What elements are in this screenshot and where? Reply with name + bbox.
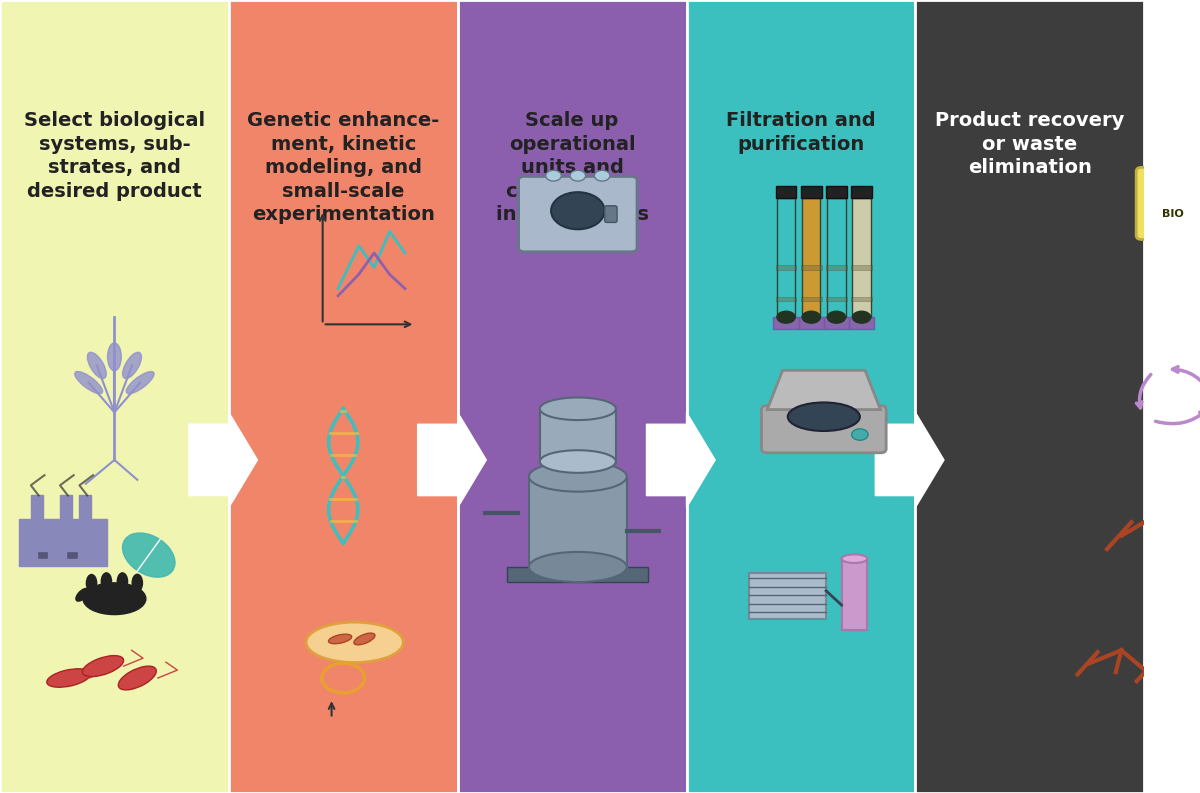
FancyBboxPatch shape bbox=[0, 0, 229, 793]
FancyBboxPatch shape bbox=[1136, 167, 1200, 239]
Circle shape bbox=[852, 429, 868, 440]
Ellipse shape bbox=[540, 397, 616, 420]
Ellipse shape bbox=[776, 312, 796, 324]
Ellipse shape bbox=[1157, 143, 1184, 174]
Ellipse shape bbox=[529, 552, 626, 582]
Ellipse shape bbox=[802, 312, 821, 324]
Ellipse shape bbox=[540, 450, 616, 473]
FancyBboxPatch shape bbox=[31, 496, 42, 519]
FancyBboxPatch shape bbox=[508, 567, 648, 582]
FancyBboxPatch shape bbox=[851, 265, 872, 270]
Ellipse shape bbox=[47, 668, 90, 688]
Text: BIO: BIO bbox=[1162, 209, 1183, 219]
FancyBboxPatch shape bbox=[826, 186, 847, 198]
FancyBboxPatch shape bbox=[800, 265, 822, 270]
Ellipse shape bbox=[83, 656, 124, 676]
Ellipse shape bbox=[1160, 150, 1189, 181]
FancyBboxPatch shape bbox=[852, 198, 871, 317]
Ellipse shape bbox=[119, 666, 156, 690]
FancyBboxPatch shape bbox=[802, 198, 821, 317]
FancyBboxPatch shape bbox=[529, 477, 626, 567]
Ellipse shape bbox=[76, 588, 89, 601]
Ellipse shape bbox=[88, 352, 107, 378]
Ellipse shape bbox=[83, 583, 146, 615]
Circle shape bbox=[570, 170, 586, 181]
FancyArrow shape bbox=[418, 412, 486, 508]
Ellipse shape bbox=[852, 312, 871, 324]
FancyBboxPatch shape bbox=[841, 558, 868, 630]
Text: Filtration and
purification: Filtration and purification bbox=[726, 111, 876, 154]
Circle shape bbox=[594, 170, 610, 181]
FancyBboxPatch shape bbox=[800, 186, 822, 198]
FancyBboxPatch shape bbox=[605, 205, 617, 223]
FancyArrow shape bbox=[647, 412, 715, 508]
FancyBboxPatch shape bbox=[749, 573, 826, 619]
Ellipse shape bbox=[122, 352, 142, 378]
FancyBboxPatch shape bbox=[518, 177, 637, 252]
FancyBboxPatch shape bbox=[851, 297, 872, 301]
Text: Genetic enhance-
ment, kinetic
modeling, and
small-scale
experimentation: Genetic enhance- ment, kinetic modeling,… bbox=[247, 111, 439, 224]
FancyBboxPatch shape bbox=[827, 198, 846, 317]
FancyBboxPatch shape bbox=[37, 551, 48, 560]
FancyBboxPatch shape bbox=[799, 317, 824, 329]
Ellipse shape bbox=[329, 634, 352, 644]
FancyBboxPatch shape bbox=[19, 519, 107, 566]
FancyBboxPatch shape bbox=[826, 297, 847, 301]
FancyBboxPatch shape bbox=[775, 297, 797, 301]
Text: Product recovery
or waste
elimination: Product recovery or waste elimination bbox=[935, 111, 1124, 177]
FancyArrow shape bbox=[188, 412, 258, 508]
FancyBboxPatch shape bbox=[79, 496, 91, 519]
Polygon shape bbox=[767, 370, 881, 409]
Ellipse shape bbox=[101, 573, 112, 590]
Ellipse shape bbox=[827, 312, 846, 324]
FancyBboxPatch shape bbox=[851, 186, 872, 198]
FancyBboxPatch shape bbox=[60, 496, 72, 519]
FancyBboxPatch shape bbox=[916, 0, 1145, 793]
Ellipse shape bbox=[1145, 141, 1180, 170]
FancyBboxPatch shape bbox=[775, 265, 797, 270]
Ellipse shape bbox=[132, 574, 143, 592]
Ellipse shape bbox=[551, 192, 605, 229]
Ellipse shape bbox=[787, 403, 860, 431]
FancyBboxPatch shape bbox=[66, 551, 78, 560]
FancyBboxPatch shape bbox=[540, 409, 616, 462]
Ellipse shape bbox=[529, 462, 626, 492]
Ellipse shape bbox=[108, 343, 121, 371]
FancyBboxPatch shape bbox=[762, 406, 886, 453]
Ellipse shape bbox=[354, 633, 374, 645]
Text: Select biological
systems, sub-
strates, and
desired product: Select biological systems, sub- strates,… bbox=[24, 111, 205, 201]
FancyBboxPatch shape bbox=[457, 0, 686, 793]
FancyBboxPatch shape bbox=[774, 317, 799, 329]
Circle shape bbox=[546, 170, 562, 181]
Ellipse shape bbox=[86, 574, 97, 592]
FancyArrow shape bbox=[875, 412, 944, 508]
Ellipse shape bbox=[74, 372, 102, 393]
FancyBboxPatch shape bbox=[229, 0, 457, 793]
Text: Scale up
operational
units and
catalyzation
in bioreactors: Scale up operational units and catalyzat… bbox=[496, 111, 649, 224]
Ellipse shape bbox=[126, 372, 154, 393]
Ellipse shape bbox=[841, 554, 868, 563]
FancyBboxPatch shape bbox=[824, 317, 848, 329]
FancyBboxPatch shape bbox=[775, 186, 797, 198]
FancyBboxPatch shape bbox=[826, 265, 847, 270]
FancyBboxPatch shape bbox=[686, 0, 916, 793]
Ellipse shape bbox=[122, 533, 175, 577]
FancyBboxPatch shape bbox=[800, 297, 822, 301]
Ellipse shape bbox=[306, 622, 403, 662]
Ellipse shape bbox=[118, 573, 127, 590]
FancyBboxPatch shape bbox=[776, 198, 796, 317]
FancyBboxPatch shape bbox=[848, 317, 874, 329]
